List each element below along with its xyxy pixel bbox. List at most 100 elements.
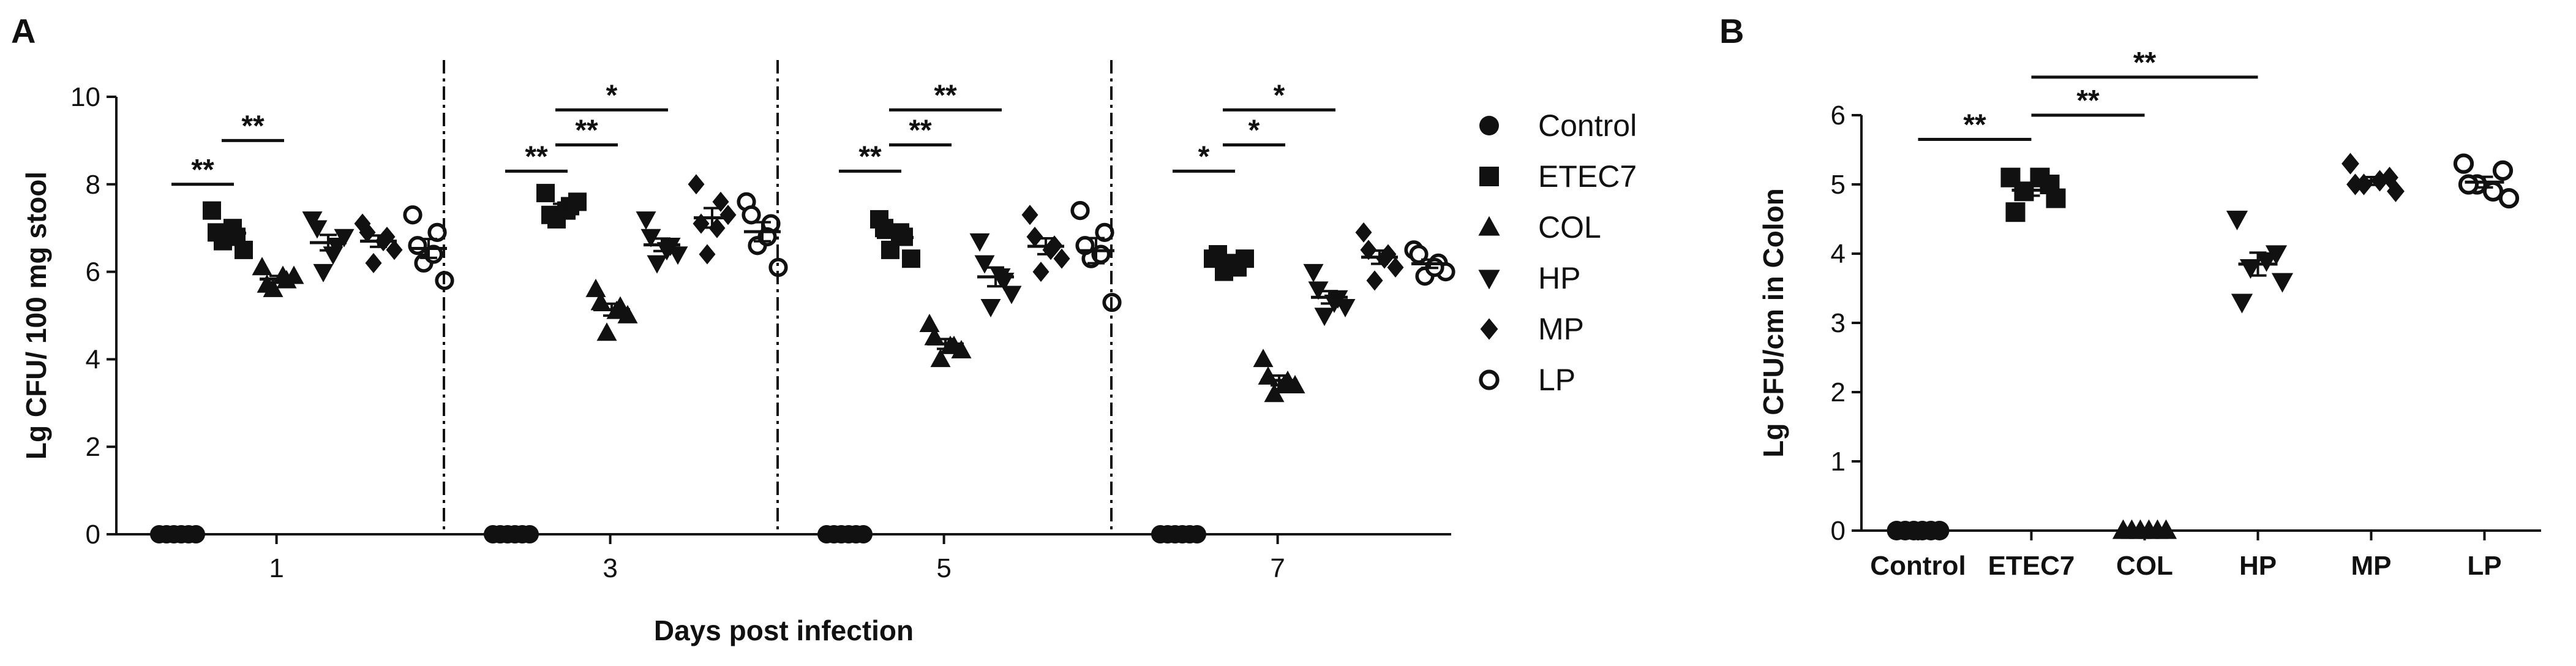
significance-label: ** [241, 110, 265, 142]
legend-label: Control [1538, 108, 1637, 143]
significance-label: ** [525, 140, 548, 173]
data-point [2387, 180, 2405, 202]
significance-label: ** [191, 154, 214, 186]
data-point [2492, 160, 2514, 181]
panel-label-b: B [1719, 12, 1744, 50]
data-point [1366, 270, 1383, 291]
data-point [1387, 257, 1404, 278]
data-point [2458, 174, 2479, 195]
y-axis-title-a: Lg CFU/ 100 mg stool [20, 172, 52, 460]
data-point [1253, 349, 1274, 368]
x-category-label: MP [2351, 551, 2392, 581]
y-tick-label-a: 2 [86, 432, 100, 462]
data-point [719, 205, 737, 225]
data-point [2271, 273, 2294, 293]
data-point [365, 252, 382, 273]
legend-marker [1478, 216, 1500, 236]
data-point [980, 298, 1001, 317]
data-point [1021, 205, 1038, 225]
data-point [1095, 222, 1114, 242]
data-point [2255, 252, 2278, 272]
significance-label: ** [2076, 85, 2100, 117]
data-point [1026, 226, 1043, 247]
data-point [2498, 187, 2520, 209]
data-point [2346, 173, 2364, 195]
data-point [647, 255, 667, 274]
significance-label: * [606, 79, 618, 112]
legend-label: ETEC7 [1538, 159, 1637, 194]
data-point [930, 349, 951, 368]
y-tick-label-b: 6 [1831, 100, 1846, 131]
y-tick-label-b: 5 [1831, 170, 1846, 200]
data-point [1053, 248, 1070, 269]
panel-label-a: A [11, 12, 36, 50]
data-point [919, 314, 940, 333]
y-tick-label-a: 4 [86, 344, 100, 374]
x-category-label: Control [1870, 551, 1966, 581]
x-tick-label-a: 3 [603, 553, 617, 583]
y-axis-title-b: Lg CFU/cm in Colon [1757, 188, 1789, 458]
y-tick-label-a: 0 [86, 520, 100, 550]
data-point [590, 292, 611, 311]
data-point [334, 229, 355, 248]
data-point [359, 222, 376, 243]
y-tick-label-b: 4 [1831, 239, 1846, 269]
legend-marker [1480, 318, 1498, 340]
legend: Control ETEC7 COL HP MP LP [1478, 108, 1637, 397]
data-point [969, 233, 990, 252]
data-point [1001, 286, 1022, 305]
legend-marker [1479, 369, 1500, 390]
significance-label: * [1274, 79, 1285, 112]
data-point [742, 205, 761, 225]
data-point [1303, 263, 1324, 282]
x-category-label: ETEC7 [1988, 551, 2075, 581]
significance-label: ** [858, 140, 882, 173]
data-point [536, 184, 555, 203]
data-point [2231, 293, 2253, 314]
significance-label: ** [2133, 47, 2157, 79]
x-category-label: HP [2239, 551, 2277, 581]
data-point [2341, 153, 2359, 175]
data-point [1360, 240, 1377, 260]
data-point [924, 327, 945, 346]
data-point [257, 274, 277, 293]
data-point [636, 211, 656, 230]
data-point [875, 219, 893, 238]
significance-label: * [1198, 140, 1210, 173]
data-point [596, 322, 617, 341]
data-point [2226, 210, 2248, 230]
x-category-label: LP [2467, 551, 2501, 581]
significance-label: ** [575, 115, 598, 147]
x-tick-label-a: 1 [269, 553, 284, 583]
data-point [307, 220, 328, 239]
data-point [2155, 519, 2177, 539]
chart-panel-a: 0 2 4 6 8 10 Lg CFU/ 100 mg stool Days post inf… [20, 60, 1455, 646]
data-point [2005, 202, 2026, 222]
data-point [1355, 222, 1372, 243]
data-point [313, 263, 334, 282]
legend-label: LP [1538, 363, 1575, 397]
significance-label: * [1249, 115, 1260, 147]
x-tick-label-a: 5 [936, 553, 951, 583]
data-point [640, 229, 661, 248]
x-axis-title-a: Days post infection [654, 615, 914, 646]
legend-marker [1478, 270, 1500, 290]
data-point [386, 240, 403, 260]
y-tick-label-b: 1 [1831, 447, 1846, 477]
data-point [235, 240, 253, 259]
x-category-label: COL [2116, 551, 2173, 581]
significance-label: ** [909, 115, 932, 147]
data-point [403, 205, 422, 225]
data-point [203, 201, 221, 220]
legend-marker [1479, 167, 1499, 186]
legend-marker [1479, 116, 1499, 135]
y-tick-label-a: 6 [86, 257, 100, 287]
data-point [252, 257, 272, 276]
x-tick-label-a: 7 [1270, 553, 1285, 583]
data-point [1335, 298, 1356, 317]
data-point [2453, 153, 2474, 174]
data-point [2482, 181, 2504, 202]
data-point [902, 249, 920, 268]
data-point [2265, 245, 2288, 265]
